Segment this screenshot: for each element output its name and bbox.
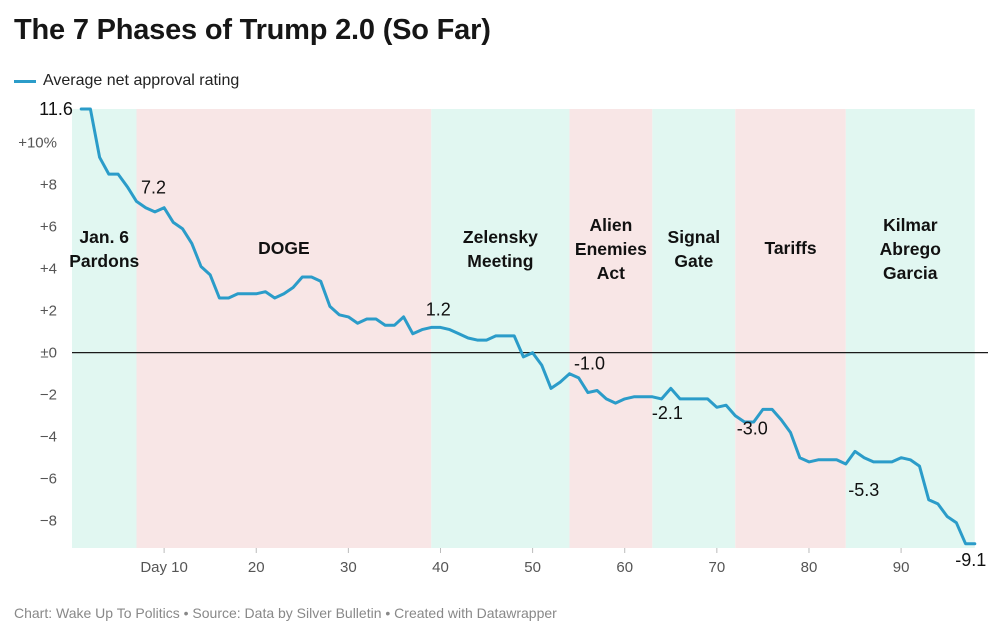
value-label: -9.1 — [955, 550, 986, 570]
annotations: 11.6 7.2 1.2 -1.0 -2.1 -3.0 -5.3 -9.1 — [39, 99, 986, 570]
phase-label-3: Zelensky Meeting — [463, 227, 538, 271]
phase-label-2: DOGE — [258, 238, 310, 258]
value-label: -2.1 — [652, 403, 683, 423]
legend-line-swatch — [14, 79, 36, 83]
y-tick-label: +8 — [40, 177, 57, 194]
value-label: 7.2 — [141, 177, 166, 197]
y-tick-label: −4 — [40, 429, 57, 446]
phase-label-5: Signal Gate — [668, 227, 721, 271]
y-tick-label: +6 — [40, 219, 57, 236]
legend: Average net approval rating — [14, 71, 239, 91]
chart-title: The 7 Phases of Trump 2.0 (So Far) — [14, 14, 491, 46]
x-tick-label: 40 — [432, 559, 449, 576]
value-label: -3.0 — [737, 419, 768, 439]
start-value-label: 11.6 — [39, 99, 73, 119]
x-tick-label: 90 — [893, 559, 910, 576]
phase-label-6: Tariffs — [764, 238, 816, 258]
phase-band-3 — [431, 109, 570, 548]
phase-label-1: Jan. 6 Pardons — [69, 227, 139, 271]
x-tick-label: 70 — [709, 559, 726, 576]
value-label: 1.2 — [426, 299, 451, 319]
series-line-approval — [79, 107, 977, 546]
x-axis: Day 10 20 30 40 50 60 70 80 90 — [140, 548, 909, 576]
y-tick-label: −2 — [40, 387, 57, 404]
x-tick-label: 80 — [801, 559, 818, 576]
series-layer — [79, 107, 977, 546]
phase-band-1 — [72, 109, 137, 548]
y-axis: +10% +8 +6 +4 +2 ±0 −2 −4 −6 −8 — [18, 135, 988, 530]
x-tick-label: Day 10 — [140, 559, 188, 576]
y-tick-label: −8 — [40, 513, 57, 530]
phase-band-6 — [735, 109, 846, 548]
phase-band-5 — [652, 109, 736, 548]
x-tick-label: 30 — [340, 559, 357, 576]
legend-label: Average net approval rating — [43, 72, 240, 89]
x-tick-label: 20 — [248, 559, 265, 576]
y-tick-label: −6 — [40, 471, 57, 488]
y-tick-label: ±0 — [40, 345, 57, 362]
value-label: -1.0 — [574, 354, 605, 374]
phase-bands — [72, 109, 975, 548]
line-chart: +10% +8 +6 +4 +2 ±0 −2 −4 −6 −8 Day 10 20 30 40 50 60 7… — [18, 99, 988, 576]
phase-label-7: Kilmar Abrego Garcia — [880, 215, 941, 283]
y-tick-label: +10% — [18, 135, 57, 152]
phase-band-7 — [845, 109, 975, 548]
y-tick-label: +4 — [40, 261, 57, 278]
y-tick-label: +2 — [40, 303, 57, 320]
x-tick-label: 50 — [524, 559, 541, 576]
chart-footer: Chart: Wake Up To Politics • Source: Dat… — [14, 605, 557, 621]
x-tick-label: 60 — [616, 559, 633, 576]
phase-band-4 — [569, 109, 653, 548]
phase-labels: Jan. 6 Pardons DOGE Zelensky Meeting Alien Ene… — [69, 215, 941, 283]
phase-band-2 — [136, 109, 432, 548]
value-label: -5.3 — [848, 480, 879, 500]
phase-label-4: Alien Enemies Act — [575, 215, 647, 283]
